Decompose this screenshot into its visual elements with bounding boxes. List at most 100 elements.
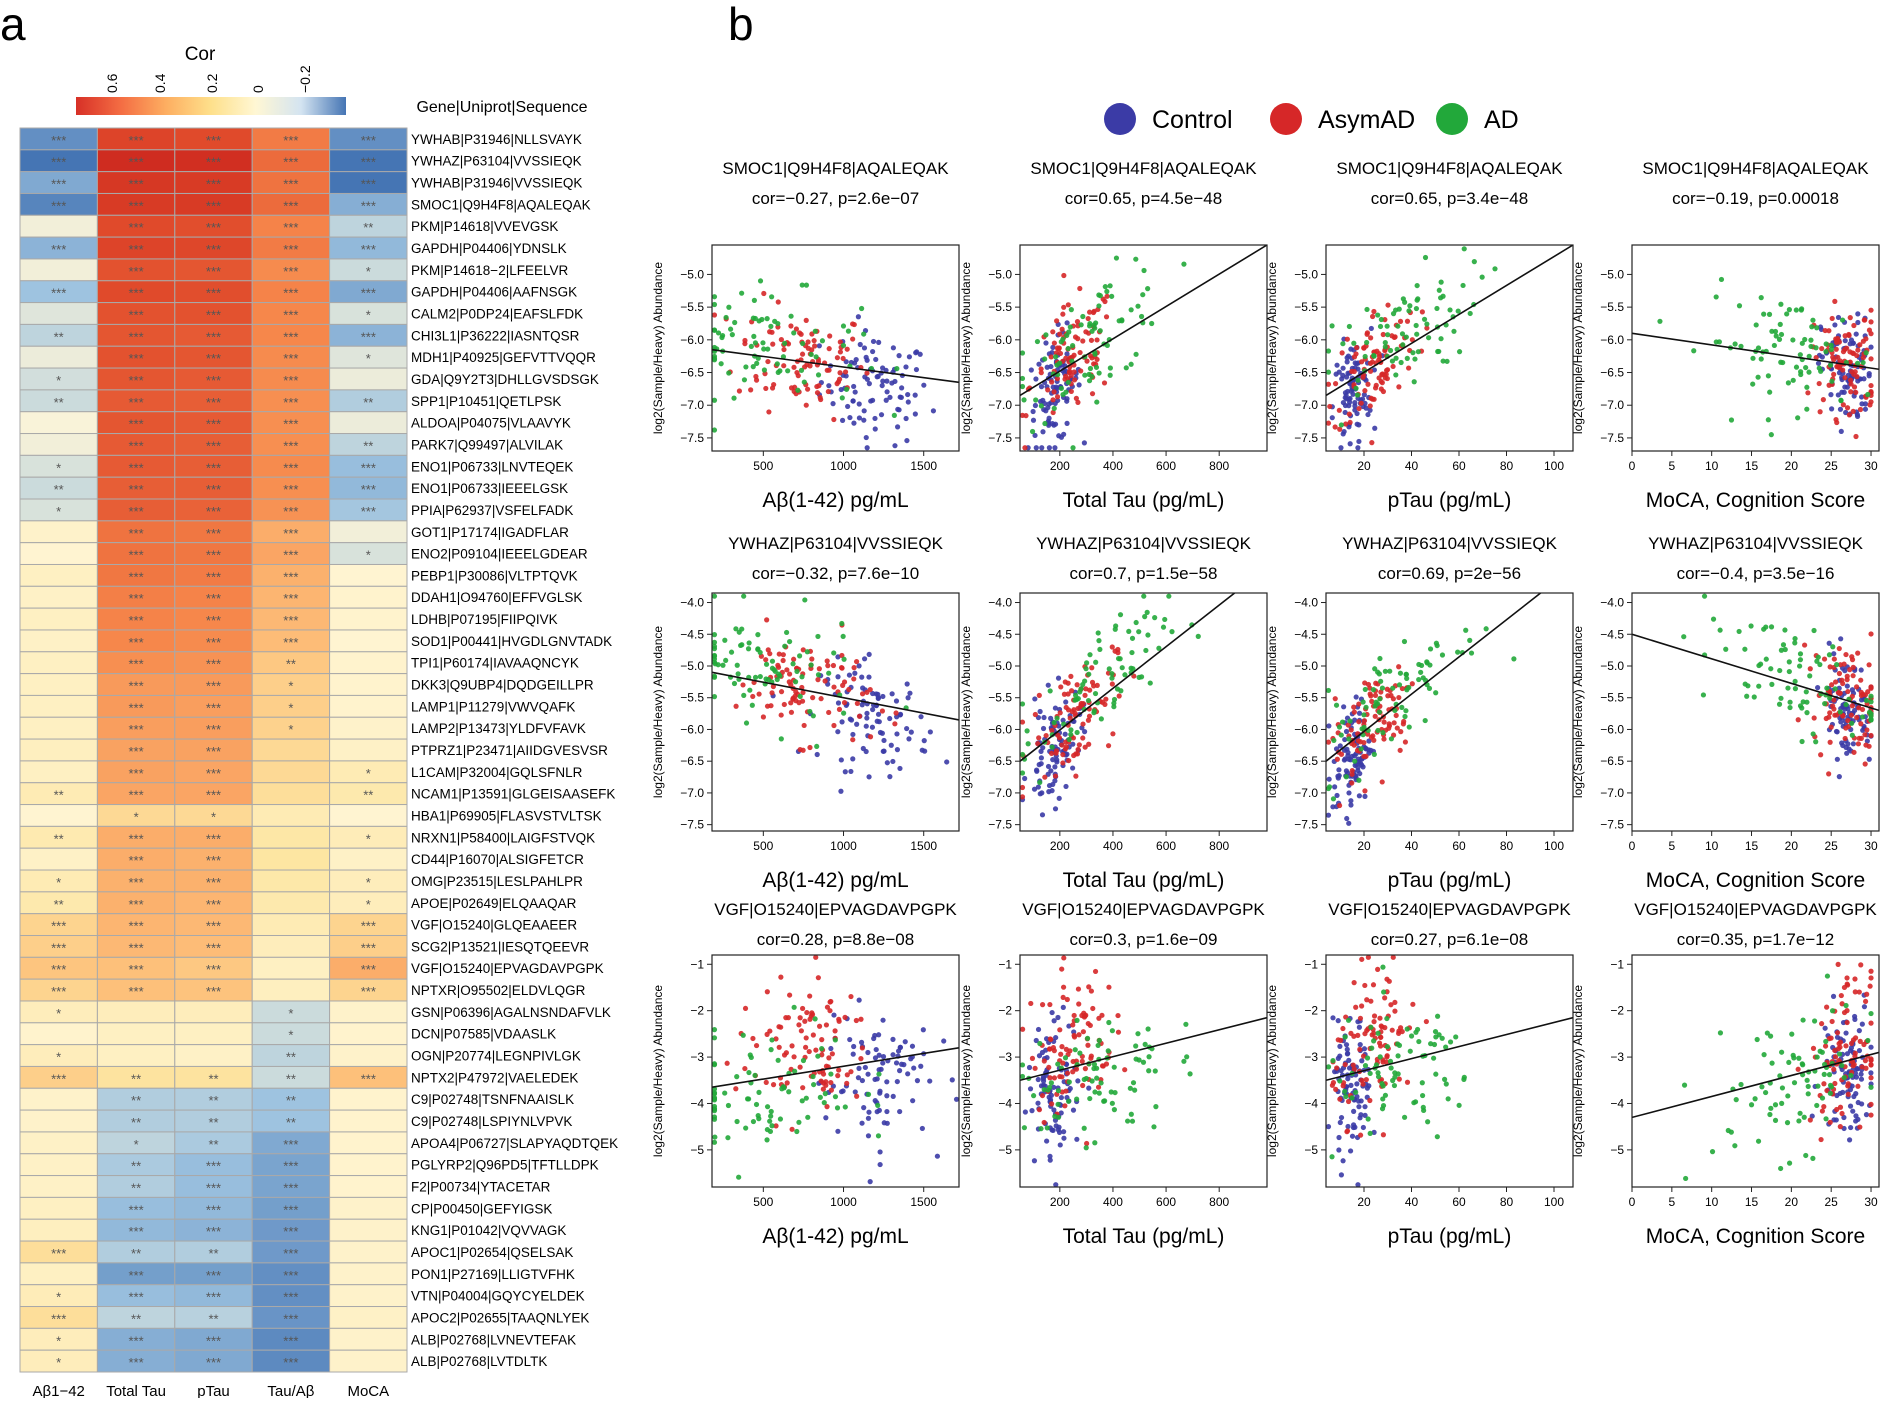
data-point	[1375, 1074, 1382, 1080]
heatmap-cell	[19, 563, 98, 587]
heatmap-significance: ***	[129, 875, 144, 890]
data-point	[1326, 776, 1332, 782]
heatmap-significance: **	[208, 1115, 218, 1130]
x-tick-label: 30	[1864, 839, 1878, 853]
data-point	[872, 1032, 878, 1039]
data-point	[805, 1114, 811, 1120]
data-point	[1860, 691, 1866, 697]
data-point	[755, 632, 761, 638]
heatmap-cell	[19, 1022, 98, 1046]
data-point	[827, 999, 833, 1005]
data-point	[1069, 708, 1075, 715]
y-axis-label: log2(Sample/Heavy) Abundance	[959, 262, 973, 434]
data-point	[1371, 308, 1377, 315]
x-tick-label: 1000	[830, 839, 857, 853]
data-point	[1436, 348, 1442, 355]
data-point	[1853, 433, 1859, 440]
heatmap-significance: ***	[361, 482, 376, 497]
data-point	[1829, 1018, 1835, 1025]
data-point	[1062, 731, 1068, 737]
data-point	[884, 378, 890, 384]
data-point	[1022, 445, 1028, 451]
data-point	[726, 370, 732, 376]
data-point	[1364, 339, 1370, 346]
heatmap-significance: ***	[283, 395, 298, 410]
data-point	[1106, 1019, 1112, 1026]
data-point	[1044, 1125, 1050, 1131]
data-point	[1388, 692, 1394, 699]
data-point	[894, 366, 900, 372]
heatmap-cell	[19, 1087, 98, 1111]
data-point	[1038, 761, 1044, 767]
x-tick-label: 40	[1405, 459, 1419, 473]
y-tick-label: −7.0	[1294, 786, 1318, 800]
data-point	[1371, 1129, 1377, 1135]
x-tick-label: 40	[1405, 839, 1419, 853]
data-point	[1401, 718, 1407, 725]
data-point	[1040, 745, 1046, 751]
x-tick-label: 800	[1209, 459, 1229, 473]
data-point	[1105, 743, 1112, 749]
data-point	[1049, 727, 1055, 734]
data-point	[1019, 751, 1026, 758]
data-point	[1742, 681, 1748, 687]
legend-swatch	[1270, 103, 1302, 135]
x-tick-label: 100	[1544, 1195, 1564, 1209]
data-point	[1063, 355, 1069, 361]
data-point	[1847, 349, 1853, 355]
data-point	[1755, 345, 1762, 351]
data-point	[1344, 1129, 1350, 1135]
data-point	[851, 420, 857, 426]
data-point	[1342, 1034, 1348, 1040]
data-point	[1843, 651, 1849, 658]
data-point	[1026, 1064, 1033, 1071]
data-point	[1837, 1044, 1843, 1050]
heatmap-cell	[19, 694, 98, 718]
data-point	[1381, 719, 1387, 725]
y-tick-label: −5.5	[1600, 691, 1624, 705]
data-point	[1038, 384, 1045, 390]
y-tick-label: −5.0	[680, 659, 704, 673]
data-point	[1115, 655, 1122, 662]
data-point	[1351, 717, 1358, 723]
data-point	[1422, 254, 1429, 261]
data-point	[756, 691, 762, 697]
data-point	[832, 1094, 839, 1100]
data-point	[1795, 415, 1801, 421]
data-point	[890, 1052, 896, 1058]
data-point	[783, 629, 790, 636]
data-point	[1388, 736, 1395, 742]
x-tick-label: 20	[1785, 459, 1799, 473]
data-point	[875, 1133, 882, 1139]
data-point	[1109, 675, 1115, 681]
data-point	[1826, 328, 1832, 334]
data-point	[1345, 1076, 1351, 1082]
data-point	[1840, 1089, 1846, 1095]
data-point	[1759, 1084, 1765, 1090]
x-tick-label: 800	[1209, 839, 1229, 853]
data-point	[1857, 342, 1863, 348]
data-point	[884, 1079, 890, 1085]
data-point	[1815, 360, 1822, 366]
data-point	[764, 1104, 771, 1110]
data-point	[1343, 1042, 1350, 1048]
heatmap-significance: ***	[283, 1333, 298, 1348]
legend-label: Control	[1152, 106, 1233, 134]
data-point	[1828, 342, 1834, 348]
colorbar-title: Cor	[185, 44, 216, 65]
data-point	[1362, 1031, 1368, 1037]
data-point	[1086, 309, 1093, 315]
data-point	[1782, 627, 1788, 633]
data-point	[1098, 716, 1104, 722]
y-tick-label: −1	[1610, 957, 1624, 971]
heatmap-significance: *	[56, 1290, 61, 1305]
data-point	[856, 1065, 862, 1071]
data-point	[1854, 714, 1860, 721]
data-point	[887, 774, 893, 780]
data-point	[1431, 1041, 1438, 1048]
heatmap-significance: **	[131, 1071, 141, 1086]
data-point	[1060, 760, 1066, 766]
data-point	[1325, 369, 1332, 375]
data-point	[1492, 266, 1498, 272]
